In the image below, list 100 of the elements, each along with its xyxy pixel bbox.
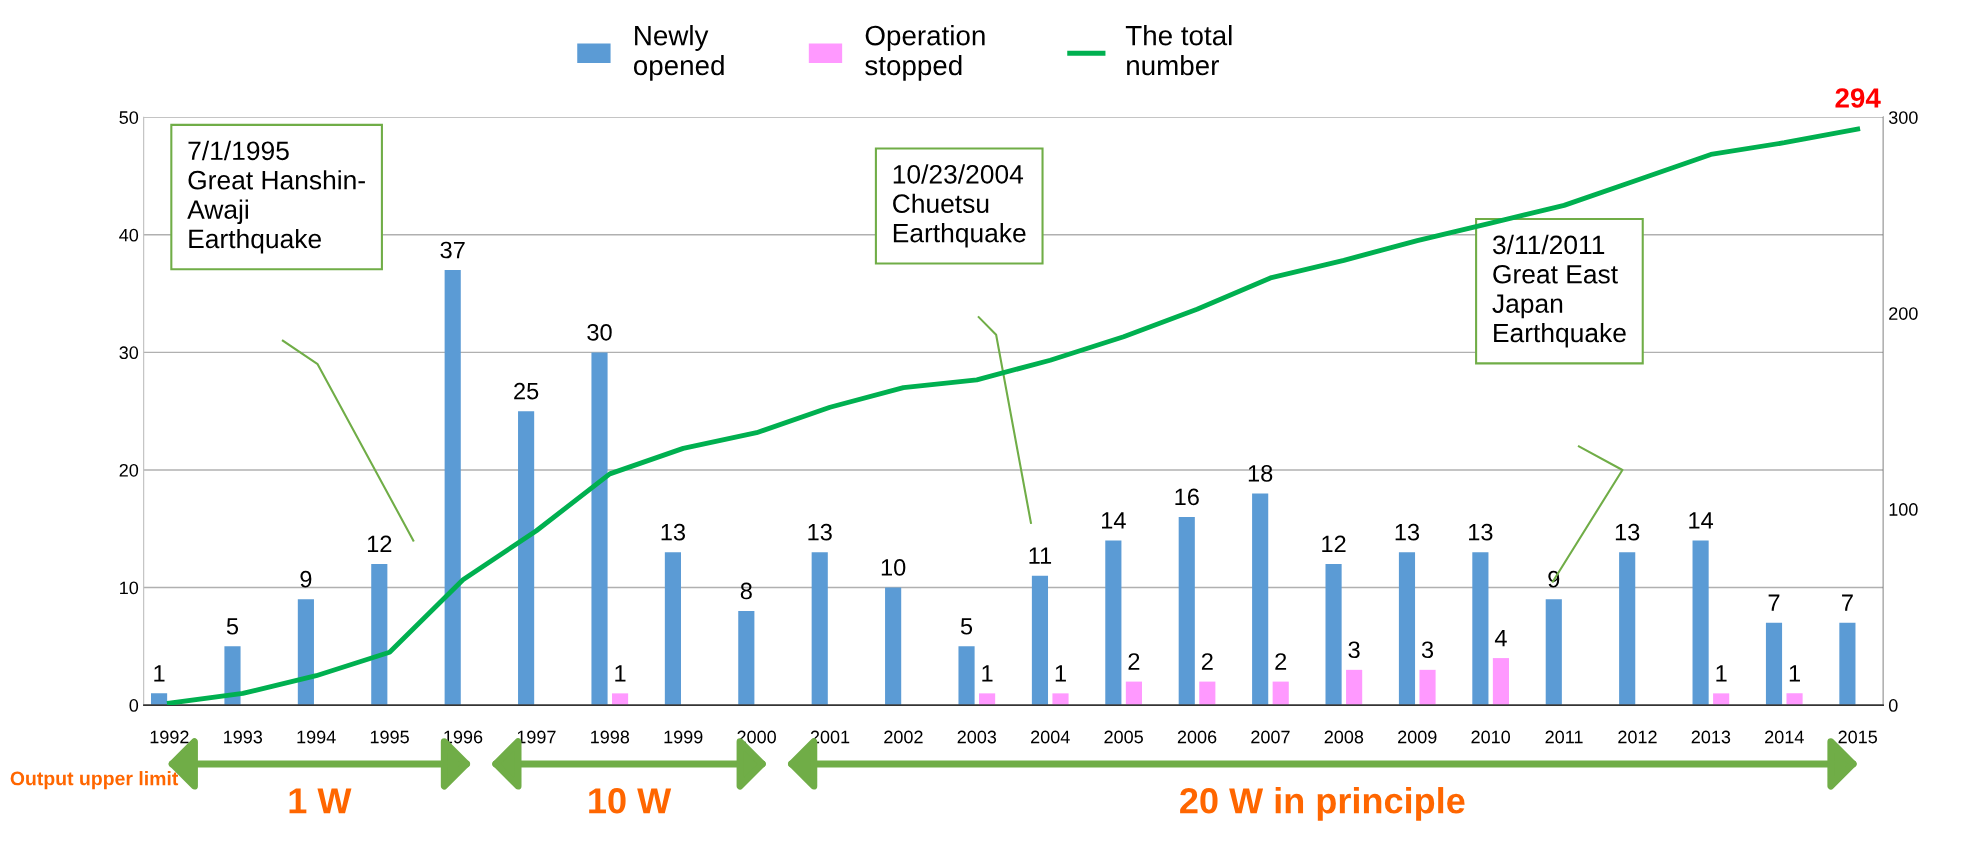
bar [1178, 516, 1195, 706]
data-label: 1 [154, 665, 165, 682]
x-tick-label: 1992 [150, 730, 189, 744]
annotation: 3/11/2011 Great East Japan Earthquake [1492, 234, 1626, 348]
bar [591, 352, 608, 706]
x-tick-label: 2011 [1545, 730, 1583, 744]
text: 1 W [289, 788, 352, 814]
data-label: 10 [881, 559, 906, 576]
bar [1713, 693, 1730, 706]
x-tick-label: 2007 [1251, 730, 1290, 744]
data-label: 7 [1842, 594, 1853, 611]
data-label: 1 [1716, 665, 1727, 682]
x-tick-label: 2005 [1104, 730, 1143, 744]
data-label: 7 [1768, 594, 1780, 611]
data-label: 16 [1175, 488, 1199, 506]
bar [1346, 669, 1363, 706]
data-label: 8 [740, 582, 752, 600]
bar [1419, 669, 1436, 706]
text: 20 W in principle [1180, 787, 1465, 821]
y-tick-label: 40 [119, 228, 139, 242]
bar [151, 693, 168, 706]
line-series [166, 126, 1861, 706]
bar [611, 693, 629, 706]
bar [1692, 540, 1709, 706]
bar [1839, 622, 1856, 706]
bar [1105, 540, 1122, 706]
x-tick-label: 1997 [517, 730, 556, 744]
bar [885, 587, 902, 706]
x-tick-label: 2006 [1177, 730, 1217, 744]
bar [1325, 564, 1342, 706]
y-tick-label: 50 [119, 111, 139, 124]
data-label: 13 [1469, 523, 1493, 541]
x-tick-label: 1999 [664, 730, 703, 744]
x-tick-label: 2004 [1031, 730, 1070, 744]
data-label: 5 [960, 618, 973, 635]
data-label: 30 [587, 323, 612, 341]
x-tick-label: 1998 [591, 730, 630, 744]
bar [1765, 622, 1783, 706]
bar [1786, 693, 1803, 706]
data-label: 3 [1421, 641, 1434, 659]
x-tick-label: 2013 [1691, 730, 1731, 744]
annotation: 10/23/2004 Chuetsu Earthquake [893, 164, 1026, 248]
data-label: 18 [1248, 465, 1273, 482]
x-tick-label: 1996 [444, 730, 483, 744]
data-label: 37 [440, 241, 465, 259]
bar [664, 552, 681, 706]
bar [1031, 575, 1049, 706]
bar [1052, 693, 1069, 706]
x-tick-label: 2015 [1838, 730, 1878, 744]
x-tick-label: 2003 [957, 730, 997, 744]
data-label: 9 [300, 570, 312, 588]
bar [1252, 493, 1269, 706]
bar [958, 646, 975, 706]
bar [1545, 599, 1562, 706]
data-label: 5 [226, 618, 239, 635]
legend-label: Operation stopped [865, 25, 985, 81]
bar [1472, 552, 1489, 706]
bar [224, 646, 241, 706]
bar [1619, 552, 1636, 706]
data-label: 1 [982, 665, 993, 682]
data-label: 13 [661, 523, 686, 541]
data-label: 14 [1689, 512, 1714, 529]
x-tick-label: 2009 [1398, 730, 1437, 744]
x-tick-label: 2012 [1618, 730, 1657, 744]
bar [1125, 681, 1142, 706]
text: Output upper limit [10, 771, 179, 790]
bar [371, 564, 388, 706]
data-label: 12 [367, 535, 392, 553]
data-label: 294 [1835, 88, 1881, 108]
bar [1199, 681, 1216, 706]
bar [444, 270, 461, 706]
x-tick-label: 1994 [297, 730, 336, 744]
x-tick-label: 1995 [370, 730, 409, 744]
data-label: 2 [1201, 653, 1213, 670]
legend-label: The total number [1125, 25, 1232, 76]
legend-label: Newly opened [633, 25, 724, 81]
data-label: 1 [615, 665, 626, 682]
bar [1398, 552, 1416, 706]
data-label: 13 [1615, 523, 1640, 541]
data-label: 2 [1275, 653, 1287, 670]
bar [518, 411, 535, 706]
y2-tick-label: 0 [1888, 699, 1898, 712]
data-label: 12 [1322, 535, 1346, 553]
bar [979, 693, 996, 706]
y-tick-label: 30 [119, 346, 139, 360]
x-tick-label: 2002 [884, 730, 923, 744]
data-label: 2 [1128, 653, 1140, 670]
y2-tick-label: 300 [1888, 111, 1918, 124]
y-tick-label: 0 [129, 699, 139, 712]
y-tick-label: 10 [120, 581, 139, 595]
x-tick-label: 2008 [1324, 730, 1364, 744]
x-tick-label: 1993 [224, 730, 263, 744]
data-label: 13 [808, 523, 832, 541]
text: 10 W [589, 788, 672, 814]
y2-tick-label: 100 [1889, 503, 1918, 516]
bar [1272, 681, 1289, 706]
data-label: 1 [1055, 665, 1066, 682]
x-tick-label: 2010 [1471, 730, 1511, 744]
data-label: 11 [1029, 547, 1052, 564]
data-label: 1 [1789, 665, 1800, 682]
